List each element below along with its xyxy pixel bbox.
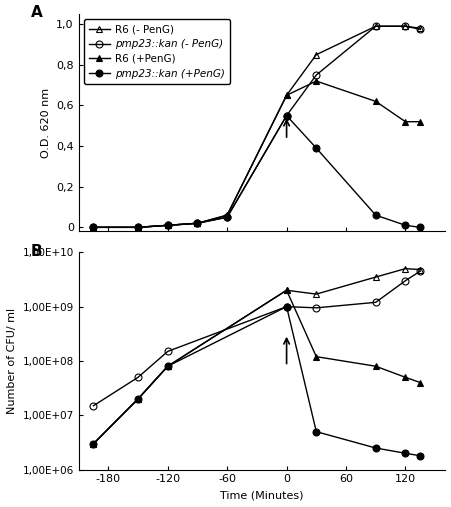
- pmp23::kan (+PenG): [91, 224, 96, 230]
- pmp23::kan (+PenG): [283, 113, 289, 119]
- Legend: R6 (- PenG), pmp23::kan (- PenG), R6 (+PenG), pmp23::kan (+PenG): R6 (- PenG), pmp23::kan (- PenG), R6 (+P…: [83, 19, 230, 84]
- R6 (- PenG): [91, 224, 96, 230]
- R6 (- PenG): [402, 23, 407, 29]
- Line: R6 (+PenG): R6 (+PenG): [90, 78, 423, 231]
- pmp23::kan (+PenG): [313, 145, 318, 151]
- R6 (+PenG): [417, 119, 422, 125]
- pmp23::kan (- PenG): [283, 113, 289, 119]
- pmp23::kan (+PenG): [402, 222, 407, 228]
- pmp23::kan (- PenG): [402, 23, 407, 29]
- pmp23::kan (- PenG): [135, 224, 140, 230]
- pmp23::kan (+PenG): [372, 212, 377, 218]
- R6 (+PenG): [165, 222, 170, 228]
- Y-axis label: Number of CFU/ ml: Number of CFU/ ml: [7, 308, 17, 414]
- Line: R6 (- PenG): R6 (- PenG): [90, 23, 423, 231]
- R6 (- PenG): [372, 23, 377, 29]
- R6 (+PenG): [224, 212, 230, 218]
- R6 (+PenG): [91, 224, 96, 230]
- pmp23::kan (- PenG): [417, 26, 422, 32]
- pmp23::kan (+PenG): [224, 214, 230, 220]
- R6 (- PenG): [224, 212, 230, 218]
- pmp23::kan (- PenG): [194, 220, 200, 226]
- R6 (- PenG): [313, 52, 318, 58]
- pmp23::kan (- PenG): [372, 23, 377, 29]
- Line: pmp23::kan (+PenG): pmp23::kan (+PenG): [90, 112, 423, 231]
- R6 (- PenG): [417, 25, 422, 31]
- R6 (+PenG): [194, 220, 200, 226]
- Y-axis label: O.D. 620 nm: O.D. 620 nm: [41, 88, 51, 158]
- R6 (- PenG): [283, 92, 289, 98]
- R6 (+PenG): [313, 78, 318, 84]
- pmp23::kan (+PenG): [194, 220, 200, 226]
- pmp23::kan (- PenG): [165, 222, 170, 228]
- Text: B: B: [31, 243, 42, 259]
- pmp23::kan (+PenG): [417, 224, 422, 230]
- X-axis label: Time (Minutes): Time (Minutes): [220, 490, 303, 500]
- pmp23::kan (+PenG): [135, 224, 140, 230]
- R6 (+PenG): [402, 119, 407, 125]
- Line: pmp23::kan (- PenG): pmp23::kan (- PenG): [90, 23, 423, 231]
- pmp23::kan (- PenG): [224, 214, 230, 220]
- R6 (- PenG): [135, 224, 140, 230]
- pmp23::kan (+PenG): [165, 222, 170, 228]
- R6 (- PenG): [165, 222, 170, 228]
- R6 (+PenG): [135, 224, 140, 230]
- pmp23::kan (- PenG): [91, 224, 96, 230]
- R6 (+PenG): [372, 98, 377, 104]
- R6 (- PenG): [194, 220, 200, 226]
- R6 (+PenG): [283, 92, 289, 98]
- pmp23::kan (- PenG): [313, 72, 318, 78]
- Text: A: A: [31, 6, 43, 20]
